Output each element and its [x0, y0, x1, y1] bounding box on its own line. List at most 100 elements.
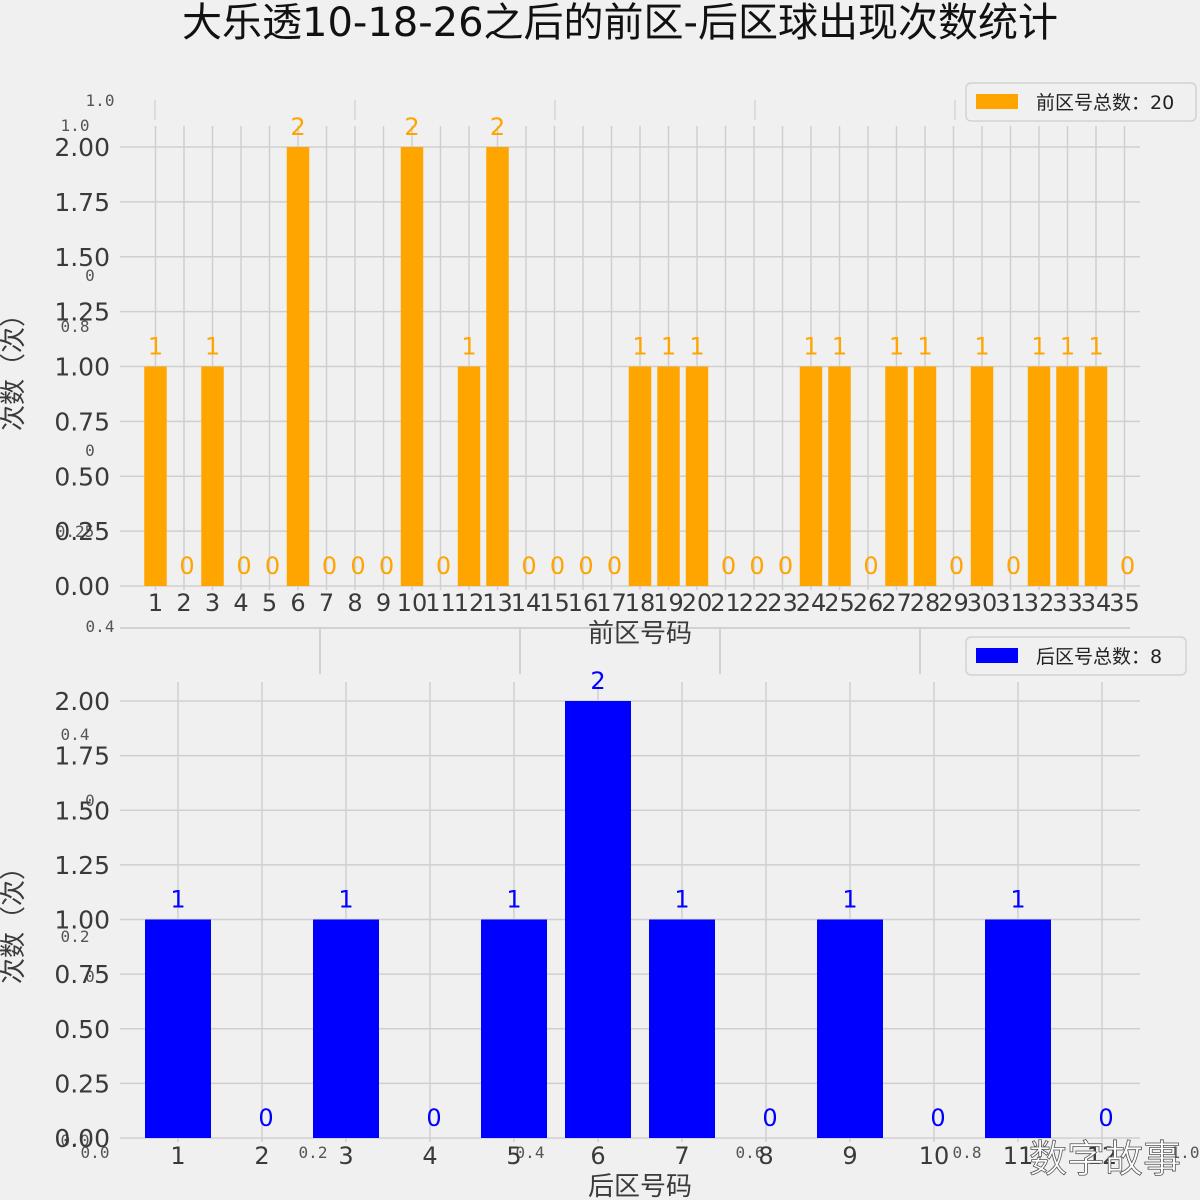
y-tick-label: 1.25 [54, 298, 110, 327]
y-tick-label: 0.00 [54, 1124, 110, 1153]
data-label: 0 [762, 1104, 777, 1132]
watermark: 数字故事 [1029, 1137, 1181, 1181]
data-label: 1 [1010, 886, 1025, 914]
bar [817, 919, 883, 1138]
data-label: 1 [842, 886, 857, 914]
y-tick-label: 1.00 [54, 906, 110, 935]
data-label: 0 [521, 552, 536, 580]
data-label: 1 [1088, 333, 1103, 361]
data-label: 1 [1031, 333, 1046, 361]
front-zone-chart: 0.000.250.500.751.001.251.501.752.001120… [0, 82, 1197, 649]
x-tick-label: 7 [674, 1142, 689, 1170]
bar [799, 366, 823, 586]
x-tick-label: 24 [796, 589, 827, 617]
legend-label: 前区号总数：20 [1036, 92, 1174, 114]
x-tick-label: 9 [376, 589, 391, 617]
data-label: 0 [550, 552, 565, 580]
data-label: 0 [721, 552, 736, 580]
data-label: 0 [949, 552, 964, 580]
bar [828, 366, 851, 586]
data-label: 1 [205, 333, 220, 361]
x-tick-label: 12 [454, 589, 485, 617]
data-label: 1 [506, 886, 521, 914]
data-label: 1 [832, 333, 847, 361]
ghost-tick-label: 0.6 [736, 1143, 765, 1162]
bar [201, 366, 224, 586]
y-tick-label: 2.00 [54, 133, 110, 162]
x-tick-label: 2 [254, 1142, 269, 1170]
data-label: 0 [1120, 552, 1135, 580]
x-tick-label: 25 [824, 589, 855, 617]
ghost-tick-label: 0.4 [61, 725, 90, 744]
bar [1027, 366, 1051, 586]
x-axis-label: 后区号码 [588, 1172, 692, 1200]
x-tick-label: 29 [938, 589, 969, 617]
data-label: 0 [179, 552, 194, 580]
data-label: 0 [322, 552, 337, 580]
bar [1084, 366, 1108, 586]
x-axis-label: 前区号码 [588, 619, 692, 649]
legend-frame [965, 636, 1187, 676]
bar [885, 366, 908, 586]
background-axes-layer: 1.01.000.800.250.40.400.200.00.0 0.2 0.4 0.… [56, 91, 1200, 1162]
y-tick-label: 0.25 [54, 517, 110, 546]
x-tick-label: 13 [482, 589, 513, 617]
y-tick-label: 0.25 [54, 1069, 110, 1098]
x-tick-label: 1 [148, 589, 163, 617]
ghost-tick-label: 0.0 [81, 1143, 110, 1162]
x-tick-label: 11 [1003, 1142, 1034, 1170]
ghost-tick-label: 1.0 [1171, 1143, 1200, 1162]
legend-label: 后区号总数：8 [1036, 646, 1162, 668]
bar [313, 919, 379, 1138]
data-label: 1 [674, 886, 689, 914]
y-tick-label: 0.75 [54, 407, 110, 436]
data-label: 2 [290, 113, 305, 141]
data-label: 0 [265, 552, 280, 580]
data-label: 1 [170, 886, 185, 914]
data-label: 1 [148, 333, 163, 361]
x-tick-label: 10 [919, 1142, 950, 1170]
bar [649, 919, 715, 1138]
data-label: 0 [930, 1104, 945, 1132]
x-tick-label: 20 [682, 589, 713, 617]
x-tick-label: 6 [290, 589, 305, 617]
y-tick-label: 0.75 [54, 960, 110, 989]
legend: 前区号总数：20 [965, 82, 1197, 122]
ghost-tick-label: 0 [85, 441, 95, 460]
data-label: 1 [974, 333, 989, 361]
ghost-tick-label: 0.2 [61, 927, 90, 946]
data-label: 0 [379, 552, 394, 580]
data-label: 2 [590, 667, 605, 695]
x-tick-label: 35 [1109, 589, 1140, 617]
data-label: 0 [607, 552, 622, 580]
ghost-tick-label: 1.0 [61, 116, 90, 135]
x-tick-label: 14 [511, 589, 542, 617]
x-tick-label: 31 [995, 589, 1026, 617]
y-tick-label: 1.50 [54, 796, 110, 825]
y-tick-label: 1.75 [54, 742, 110, 771]
x-tick-label: 11 [425, 589, 456, 617]
bar [565, 701, 631, 1138]
bar [657, 366, 680, 586]
x-tick-label: 16 [568, 589, 599, 617]
data-label: 1 [689, 333, 704, 361]
x-tick-label: 5 [262, 589, 277, 617]
data-label: 2 [404, 113, 419, 141]
back-zone-chart: 0.000.250.500.751.001.251.501.752.001120… [0, 636, 1187, 1200]
x-tick-label: 18 [625, 589, 656, 617]
ghost-tick-label: 0.25 [56, 522, 95, 541]
y-axis-label: 次数（次） [0, 854, 29, 984]
bar [970, 366, 994, 586]
bar [628, 366, 652, 586]
data-label: 1 [338, 886, 353, 914]
data-label: 1 [461, 333, 476, 361]
legend: 后区号总数：8 [965, 636, 1187, 676]
x-tick-label: 4 [233, 589, 248, 617]
bar [400, 147, 424, 586]
x-tick-label: 27 [881, 589, 912, 617]
data-label: 2 [490, 113, 505, 141]
bar [286, 147, 310, 586]
legend-swatch [976, 94, 1018, 109]
ghost-tick-label: 0.4 [516, 1143, 545, 1162]
bar [985, 919, 1051, 1138]
